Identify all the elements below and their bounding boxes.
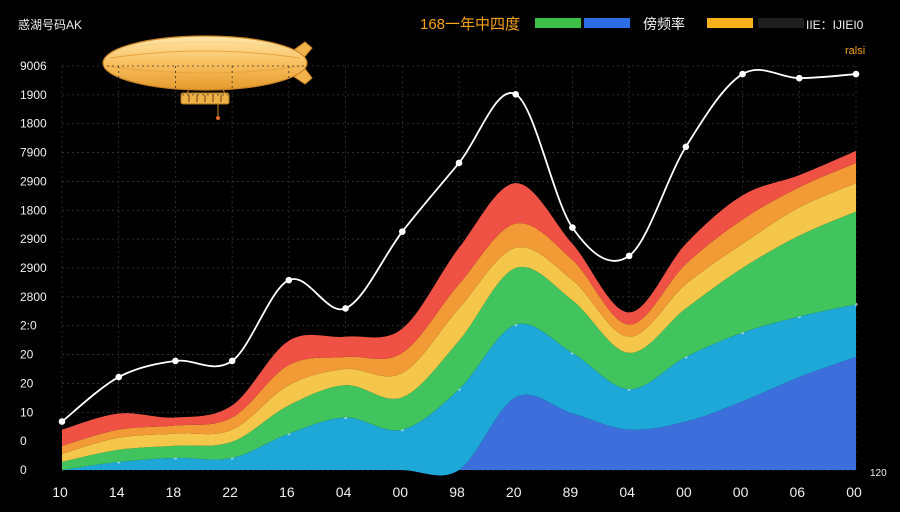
x-tick-label: 00: [676, 484, 692, 500]
y-tick-label: 2900: [20, 232, 47, 246]
line-point: [58, 418, 66, 425]
line-series: [61, 69, 857, 423]
y-tick-label: 20: [20, 348, 34, 362]
area-series-4: [62, 183, 856, 462]
y-tick-label: 1800: [20, 203, 47, 217]
x-tick-label: 22: [222, 484, 238, 500]
line-point: [398, 228, 406, 235]
y-tick-label: 9006: [20, 59, 47, 73]
x-tick-label: 89: [563, 484, 579, 500]
y-tick-label: 2:0: [20, 319, 37, 333]
x-tick-label: 04: [619, 484, 635, 500]
legend: 傍频率: [535, 16, 804, 32]
line-point: [682, 143, 690, 151]
legend-swatch: [707, 18, 753, 28]
line-point: [852, 70, 860, 78]
y-tick-label: 0: [20, 463, 27, 477]
x-tick-label: 00: [392, 484, 408, 500]
x-tick-label: 10: [52, 484, 68, 500]
right-label: IIE：IJIEI0: [806, 18, 864, 32]
unit-label: ralsi: [845, 45, 865, 57]
area-series-1: [62, 356, 856, 476]
total-line: [58, 69, 860, 425]
x-tick-label: 06: [789, 484, 805, 500]
line-point: [115, 373, 123, 381]
line-point: [739, 70, 746, 78]
legend-swatch: [758, 18, 804, 28]
x-tick-label: 98: [449, 484, 465, 500]
y-tick-label: 0: [20, 434, 27, 448]
legend-label: 傍频率: [643, 16, 685, 32]
line-point: [172, 357, 179, 365]
x-tick-label: 14: [109, 484, 125, 500]
x-axis: 10 14 18 22 16 04 00 98 20 89 04 00 00 06 00: [52, 484, 862, 500]
y-tick-label: 7900: [20, 146, 47, 160]
y-tick-label: 2900: [20, 174, 47, 188]
x-tick-label: 16: [279, 484, 295, 500]
y-tick-label: 1800: [20, 117, 47, 131]
line-point: [795, 74, 803, 82]
y-tick-label: 1900: [20, 88, 47, 102]
x-end-label: 120: [870, 468, 887, 479]
line-point: [625, 252, 633, 260]
line-point: [569, 224, 576, 231]
airship-icon: [102, 35, 313, 120]
y-tick-label: 2800: [20, 290, 47, 304]
y-axis: 0 0 10 20 20 2:0 2800 2900 2900 1800 2900 7900 1800 1…: [20, 59, 47, 477]
line-point: [342, 305, 349, 312]
x-tick-label: 00: [846, 484, 862, 500]
line-point: [285, 276, 293, 284]
legend-swatch: [584, 18, 630, 28]
x-tick-label: 04: [336, 484, 352, 500]
line-point: [512, 90, 520, 98]
y-tick-label: 20: [20, 376, 34, 390]
line-point: [455, 159, 463, 167]
chart-title: 168一年中四度: [420, 16, 520, 33]
x-tick-label: 00: [733, 484, 749, 500]
y-tick-label: 2900: [20, 261, 47, 275]
corner-label: 惑湖号码AK: [18, 17, 82, 32]
x-tick-label: 18: [166, 484, 182, 500]
legend-swatch: [535, 18, 581, 28]
stacked-areas: [62, 150, 858, 476]
line-point: [228, 357, 236, 365]
y-tick-label: 10: [20, 405, 34, 419]
x-tick-label: 20: [506, 484, 522, 500]
area-series-6: [62, 150, 856, 446]
